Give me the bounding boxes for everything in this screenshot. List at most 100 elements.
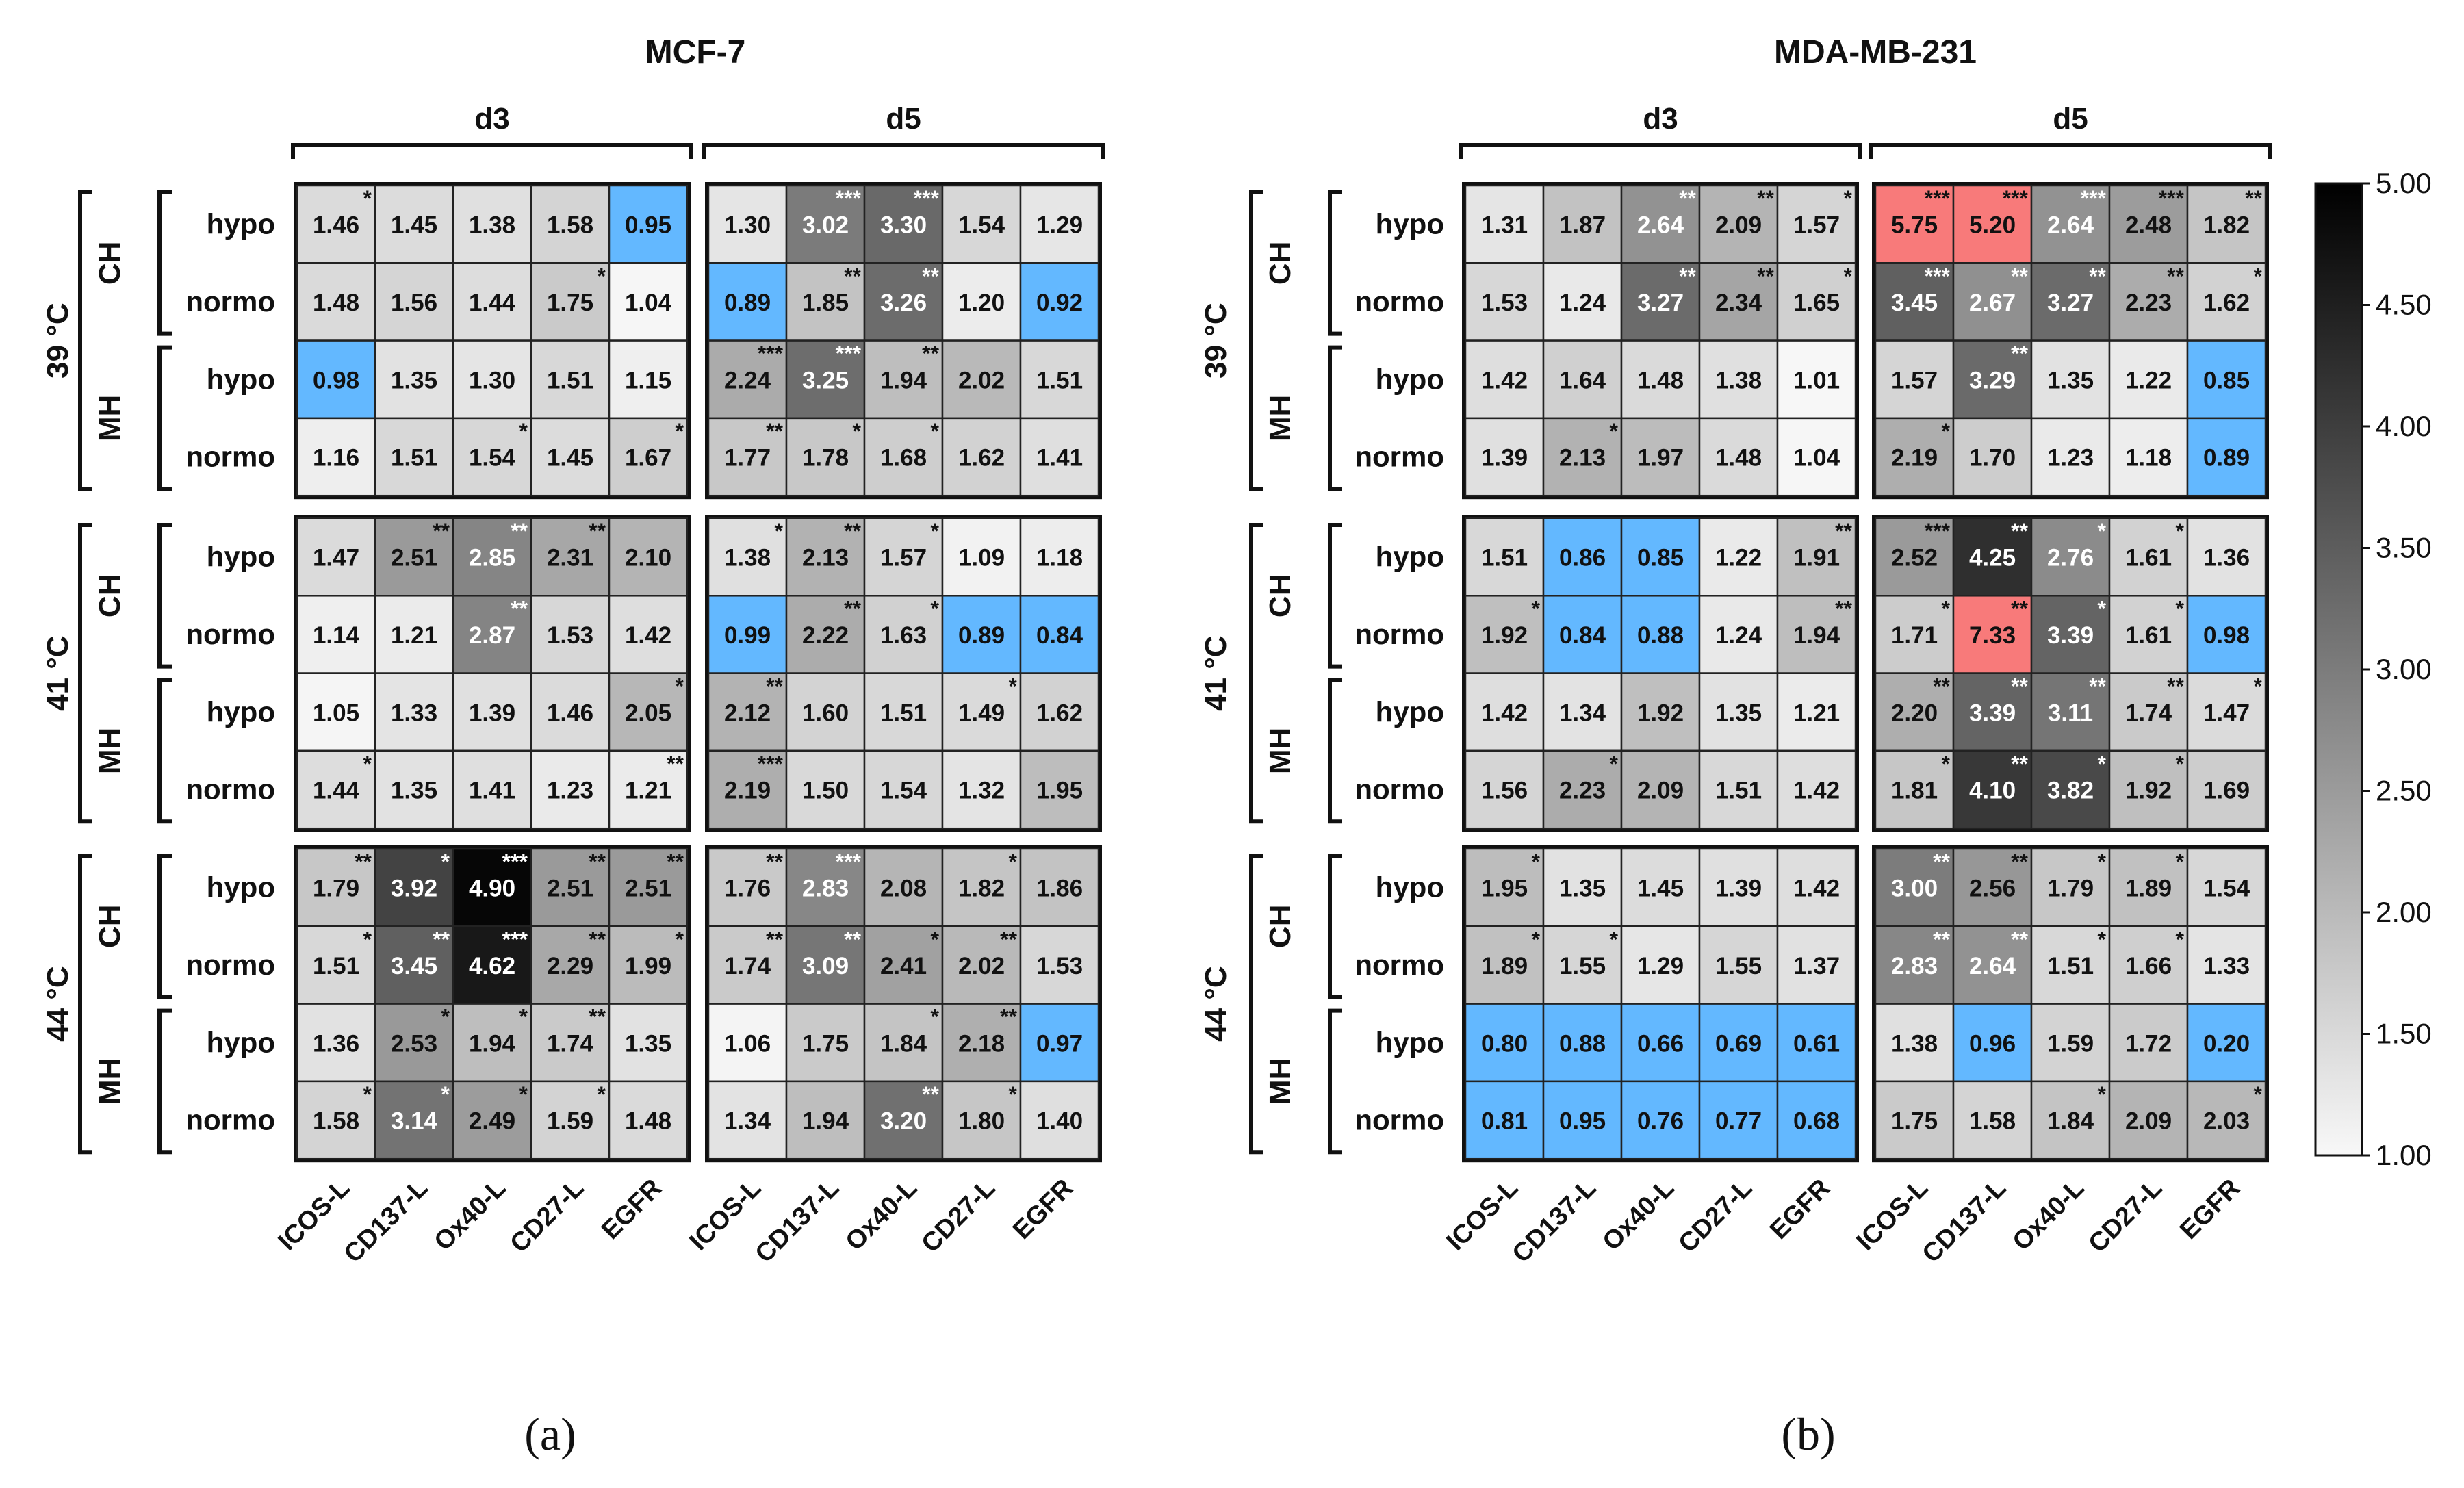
cell-fill bbox=[1952, 339, 2033, 420]
cell-value: 1.41 bbox=[1036, 445, 1083, 472]
heatmap-cell: 1.86 bbox=[1019, 847, 1100, 927]
cell-fill bbox=[863, 262, 944, 342]
significance-mark: * bbox=[363, 752, 372, 776]
heatmap-cell: 1.58 bbox=[1952, 1080, 2033, 1160]
cell-fill bbox=[1620, 517, 1701, 597]
cell-value: 1.80 bbox=[958, 1108, 1005, 1135]
cell-fill bbox=[1874, 339, 1955, 420]
x-axis-label: CD137-L bbox=[1507, 1174, 1602, 1269]
heatmap-cell: 1.85** bbox=[785, 262, 866, 342]
heatmap-cell: 1.65* bbox=[1776, 262, 1857, 342]
cell-fill bbox=[608, 1080, 689, 1160]
heatmap-cell: 1.38* bbox=[707, 517, 788, 597]
heatmap-cell: 1.23 bbox=[2030, 417, 2111, 497]
cell-fill bbox=[941, 262, 1022, 342]
cell-value: 2.02 bbox=[958, 367, 1005, 394]
cell-fill bbox=[374, 1003, 454, 1083]
significance-mark: * bbox=[441, 1082, 450, 1107]
heatmap-cell: 2.19*** bbox=[707, 749, 788, 830]
heatmap-cell: 1.63* bbox=[863, 595, 944, 674]
heatmap-cell: 1.92 bbox=[1620, 672, 1701, 752]
cell-fill bbox=[1620, 1080, 1701, 1160]
heatmap-cell: 1.64 bbox=[1542, 339, 1623, 420]
cell-value: 1.09 bbox=[958, 545, 1005, 572]
cell-value: 7.33 bbox=[1969, 622, 2016, 649]
significance-mark: * bbox=[931, 419, 940, 444]
cell-fill bbox=[2030, 517, 2111, 597]
cell-value: 0.69 bbox=[1715, 1030, 1762, 1057]
cell-value: 3.82 bbox=[2047, 778, 2094, 804]
cell-fill bbox=[1542, 595, 1623, 674]
heatmap-cell: 1.39 bbox=[1698, 847, 1779, 927]
cell-value: 0.20 bbox=[2203, 1030, 2250, 1057]
cell-value: 1.04 bbox=[625, 290, 672, 316]
condition-label: hypo bbox=[207, 208, 275, 240]
cell-fill bbox=[296, 1080, 376, 1160]
heatmap-cell: 1.79* bbox=[2030, 847, 2111, 927]
cell-value: 0.84 bbox=[1036, 622, 1083, 649]
group-label: CH bbox=[1263, 905, 1297, 949]
cell-value: 1.53 bbox=[1481, 290, 1528, 316]
group-bracket bbox=[157, 190, 172, 336]
temperature-bracket bbox=[78, 190, 92, 491]
cell-value: 3.25 bbox=[802, 367, 849, 394]
cell-value: 1.85 bbox=[802, 290, 849, 316]
heatmap-cell: 1.47 bbox=[296, 517, 376, 597]
heatmap-cell: 2.34** bbox=[1698, 262, 1779, 342]
cell-value: 1.74 bbox=[547, 1030, 594, 1057]
cell-value: 1.34 bbox=[1559, 700, 1606, 726]
x-axis-label: CD137-L bbox=[1917, 1174, 2012, 1269]
heatmap-cell: 3.11** bbox=[2030, 672, 2111, 752]
heatmap-cell: 1.04 bbox=[1776, 417, 1857, 497]
heatmap-cell: 1.62* bbox=[2186, 262, 2267, 342]
cell-fill bbox=[1542, 339, 1623, 420]
cell-value: 1.33 bbox=[391, 700, 437, 726]
cell-fill bbox=[707, 925, 788, 1005]
cell-fill bbox=[296, 417, 376, 497]
heatmap-cell: 1.29 bbox=[1620, 925, 1701, 1005]
heatmap-cell: 1.35 bbox=[374, 339, 454, 420]
chart-title: MDA-MB-231 bbox=[1774, 34, 1977, 70]
heatmap-cell: 3.45** bbox=[374, 925, 454, 1005]
heatmap-cell: 1.42 bbox=[1464, 672, 1545, 752]
heatmap-cell: 2.83*** bbox=[785, 847, 866, 927]
cell-value: 1.22 bbox=[2125, 367, 2172, 394]
significance-mark: ** bbox=[1679, 186, 1696, 211]
cell-value: 0.85 bbox=[2203, 367, 2250, 394]
cell-value: 1.94 bbox=[802, 1108, 849, 1135]
heatmap-cell: 1.35 bbox=[1542, 847, 1623, 927]
cell-fill bbox=[452, 749, 532, 830]
cell-fill bbox=[1464, 672, 1545, 752]
heatmap-cell: 2.12** bbox=[707, 672, 788, 752]
cell-value: 2.31 bbox=[547, 545, 593, 572]
cell-fill bbox=[1542, 749, 1623, 830]
heatmap-cell: 1.56 bbox=[374, 262, 454, 342]
cell-fill bbox=[1776, 595, 1857, 674]
heatmap-cell: 3.26** bbox=[863, 262, 944, 342]
cell-fill bbox=[1776, 262, 1857, 342]
cell-value: 1.77 bbox=[724, 445, 771, 472]
cell-value: 0.98 bbox=[2203, 622, 2250, 649]
heatmap-cell: 1.05 bbox=[296, 672, 376, 752]
x-axis-label: CD27-L bbox=[916, 1174, 1001, 1259]
significance-mark: ** bbox=[766, 674, 783, 699]
significance-mark: * bbox=[363, 927, 372, 951]
significance-mark: * bbox=[1610, 419, 1619, 444]
chart-title: MCF-7 bbox=[645, 34, 746, 70]
heatmap-cell: 1.36 bbox=[296, 1003, 376, 1083]
significance-mark: ** bbox=[922, 342, 939, 366]
cell-value: 1.22 bbox=[1715, 545, 1762, 572]
cell-value: 2.03 bbox=[2203, 1108, 2250, 1135]
cell-fill bbox=[1952, 847, 2033, 927]
heatmap-cell: 1.45 bbox=[530, 417, 611, 497]
significance-mark: * bbox=[1009, 674, 1018, 699]
cell-fill bbox=[2108, 339, 2189, 420]
cell-fill bbox=[941, 517, 1022, 597]
heatmap-cell: 1.35 bbox=[2030, 339, 2111, 420]
cell-value: 1.51 bbox=[391, 445, 437, 472]
heatmap-cell: 1.42 bbox=[608, 595, 689, 674]
heatmap-cell: 1.48 bbox=[1620, 339, 1701, 420]
cell-value: 2.24 bbox=[724, 367, 771, 394]
cell-fill bbox=[785, 749, 866, 830]
cell-value: 1.45 bbox=[391, 212, 437, 239]
